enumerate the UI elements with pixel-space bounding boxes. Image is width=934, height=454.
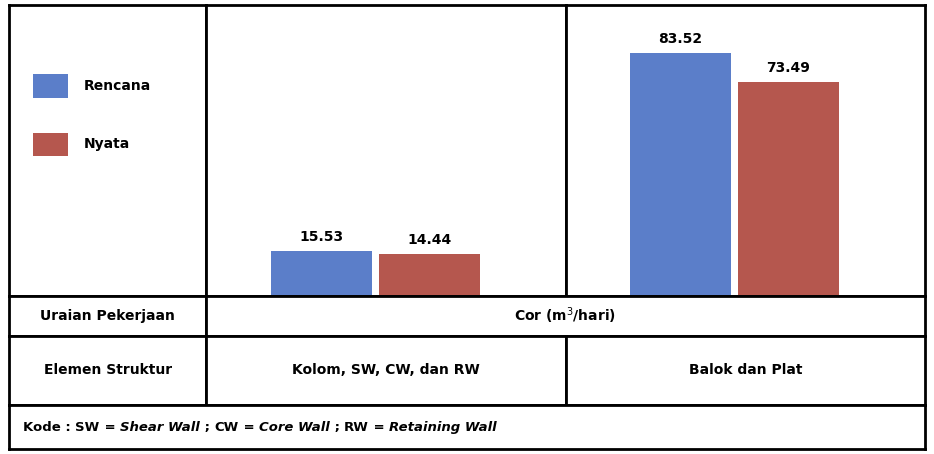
- Text: Cor (m$^3$/hari): Cor (m$^3$/hari): [515, 306, 616, 326]
- Text: 14.44: 14.44: [407, 233, 451, 247]
- Text: Nyata: Nyata: [84, 138, 131, 152]
- Bar: [738, 82, 839, 296]
- Text: =: =: [100, 421, 120, 434]
- Bar: [33, 133, 68, 156]
- Text: SW: SW: [76, 421, 100, 434]
- Text: ;: ;: [200, 421, 214, 434]
- Text: Elemen Struktur: Elemen Struktur: [44, 364, 172, 377]
- Bar: [630, 53, 731, 296]
- Text: Balok dan Plat: Balok dan Plat: [688, 364, 802, 377]
- Text: Kolom, SW, CW, dan RW: Kolom, SW, CW, dan RW: [292, 364, 480, 377]
- Text: Uraian Pekerjaan: Uraian Pekerjaan: [40, 309, 176, 323]
- Text: Retaining Wall: Retaining Wall: [389, 421, 497, 434]
- Text: =: =: [369, 421, 389, 434]
- Text: CW: CW: [214, 421, 238, 434]
- Bar: [271, 251, 372, 296]
- Bar: [33, 74, 68, 98]
- Text: Kode :: Kode :: [23, 421, 76, 434]
- Text: Rencana: Rencana: [84, 79, 151, 93]
- Text: 73.49: 73.49: [767, 61, 811, 75]
- Text: RW: RW: [345, 421, 369, 434]
- Text: ;: ;: [330, 421, 345, 434]
- Text: Core Wall: Core Wall: [259, 421, 330, 434]
- Text: Shear Wall: Shear Wall: [120, 421, 200, 434]
- Text: =: =: [238, 421, 259, 434]
- Bar: [379, 254, 479, 296]
- Text: 83.52: 83.52: [658, 32, 702, 46]
- Text: 15.53: 15.53: [299, 230, 344, 243]
